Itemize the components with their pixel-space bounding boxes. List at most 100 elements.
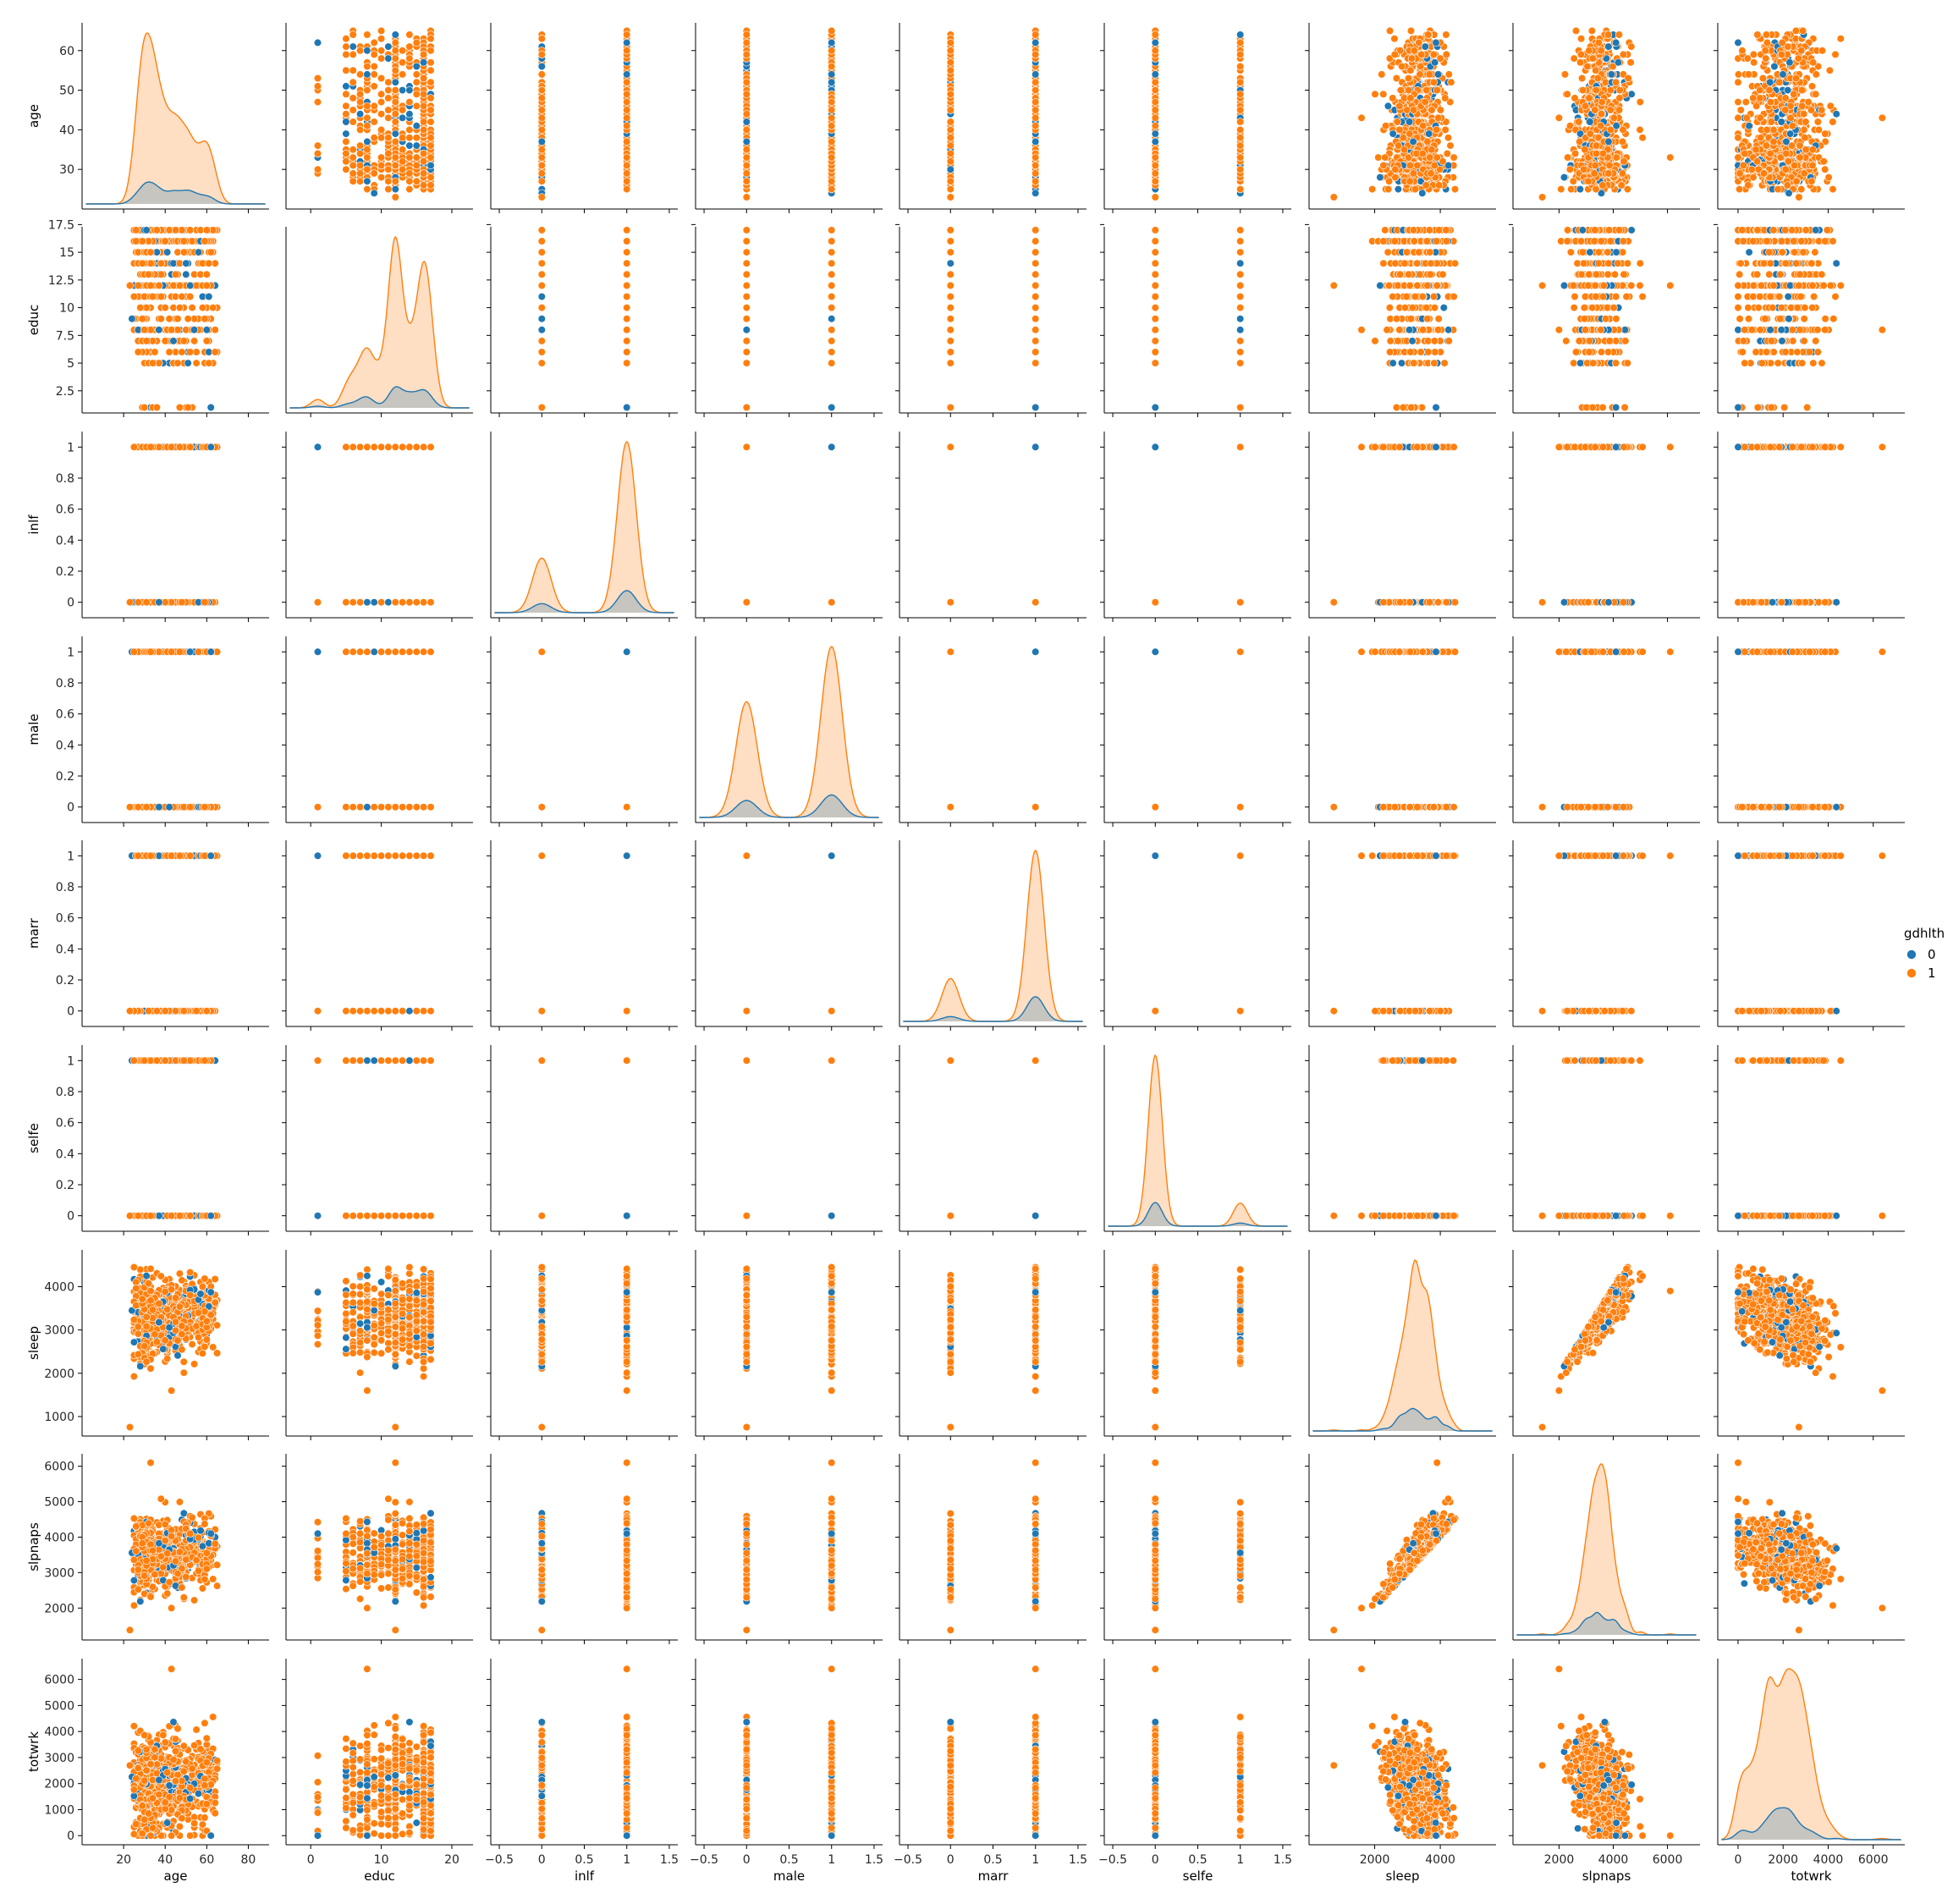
point: [364, 146, 371, 154]
point: [377, 74, 385, 82]
point: [343, 51, 350, 58]
point: [343, 35, 350, 42]
point: [364, 138, 371, 146]
point: [314, 98, 322, 106]
point: [377, 98, 385, 106]
point: [406, 178, 414, 185]
point: [413, 154, 421, 162]
point: [413, 162, 421, 169]
point: [385, 79, 393, 86]
point: [356, 162, 364, 169]
point: [349, 107, 357, 114]
point: [349, 43, 357, 51]
point: [385, 55, 393, 63]
point: [392, 98, 399, 106]
y-tick-label: 40: [59, 124, 74, 137]
point: [343, 166, 350, 173]
point: [314, 166, 322, 173]
y-tick-label: 30: [59, 163, 74, 177]
point: [371, 51, 378, 58]
point: [406, 134, 414, 141]
point: [420, 182, 427, 190]
point: [356, 150, 364, 157]
point: [427, 173, 435, 181]
point: [314, 150, 322, 157]
point: [399, 114, 406, 122]
point: [343, 118, 350, 126]
point: [420, 126, 427, 134]
point: [377, 154, 385, 162]
point: [427, 142, 435, 150]
point: [399, 86, 406, 94]
point: [399, 107, 406, 114]
point: [364, 185, 371, 193]
point: [385, 185, 393, 193]
point: [371, 134, 378, 141]
point: [385, 95, 393, 102]
point: [314, 39, 322, 47]
point: [377, 162, 385, 169]
point: [392, 130, 399, 138]
point: [343, 102, 350, 110]
point: [371, 83, 378, 91]
point: [343, 91, 350, 98]
point: [392, 67, 399, 74]
point: [377, 55, 385, 63]
point: [371, 102, 378, 110]
point: [427, 182, 435, 190]
point: [349, 178, 357, 185]
point: [314, 83, 322, 91]
point: [413, 178, 421, 185]
point: [349, 95, 357, 102]
point: [406, 154, 414, 162]
point: [364, 86, 371, 94]
point: [364, 166, 371, 173]
point: [364, 114, 371, 122]
point: [371, 170, 378, 178]
point: [385, 114, 393, 122]
point: [420, 74, 427, 82]
point: [385, 134, 393, 141]
point: [413, 39, 421, 47]
point: [427, 35, 435, 42]
point: [364, 71, 371, 79]
point: [420, 102, 427, 110]
point: [427, 67, 435, 74]
point: [377, 134, 385, 141]
point: [420, 118, 427, 126]
point: [392, 138, 399, 146]
point: [364, 154, 371, 162]
point: [420, 150, 427, 157]
point: [385, 43, 393, 51]
point: [314, 74, 322, 82]
point: [406, 55, 414, 63]
point: [364, 178, 371, 185]
point: [356, 71, 364, 79]
point: [392, 118, 399, 126]
point: [427, 134, 435, 141]
point: [349, 162, 357, 169]
point: [343, 130, 350, 138]
point: [413, 71, 421, 79]
point: [420, 170, 427, 178]
point: [377, 35, 385, 42]
point: [413, 122, 421, 129]
point: [392, 31, 399, 39]
point: [385, 86, 393, 94]
point: [364, 47, 371, 55]
point: [356, 142, 364, 150]
point: [371, 39, 378, 47]
point: [385, 166, 393, 173]
point: [392, 55, 399, 63]
point: [427, 118, 435, 126]
point: [377, 47, 385, 55]
point: [399, 134, 406, 141]
point: [399, 59, 406, 67]
point: [427, 162, 435, 169]
point: [427, 59, 435, 67]
point: [392, 86, 399, 94]
point: [377, 173, 385, 181]
point: [427, 47, 435, 55]
point: [413, 134, 421, 141]
point: [392, 79, 399, 86]
